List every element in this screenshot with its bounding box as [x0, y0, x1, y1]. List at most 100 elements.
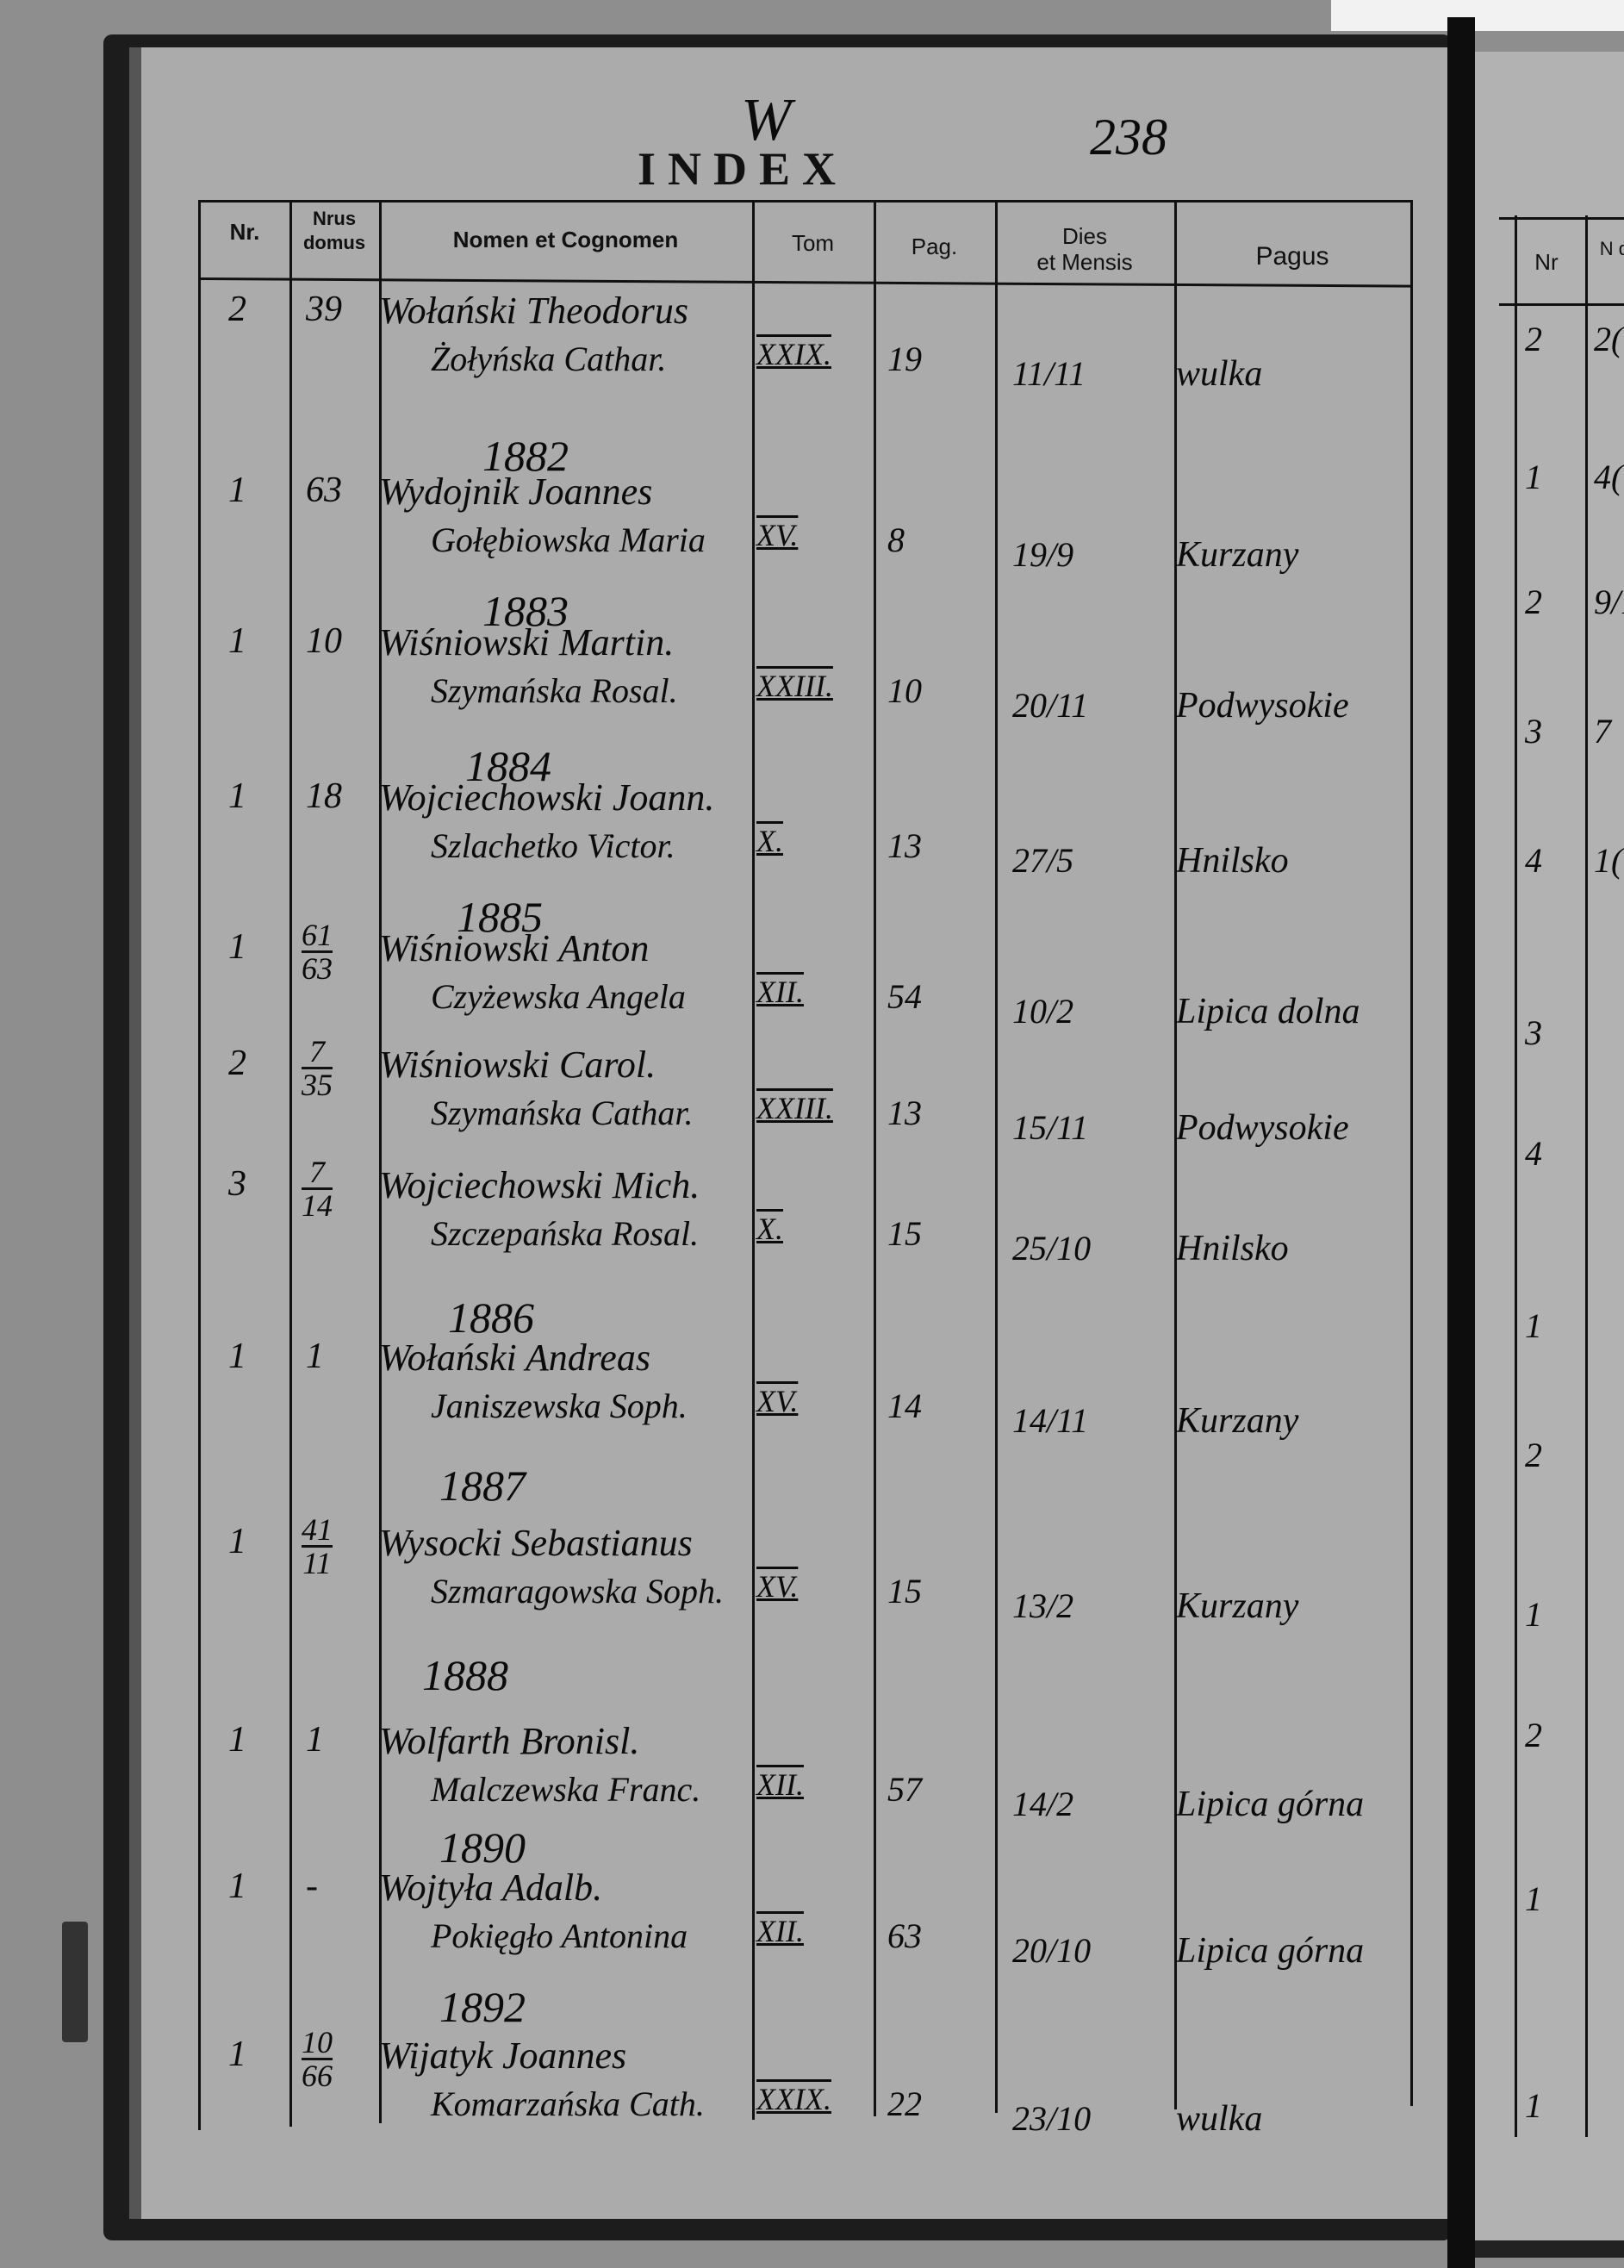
right-entry-domus: 7	[1594, 712, 1611, 751]
header-nrus: Nrus	[312, 208, 357, 229]
entry-wife-name: Janiszewska Soph.	[431, 1386, 688, 1425]
entry-pag: 10	[887, 671, 922, 710]
column-divider	[289, 200, 292, 2127]
entry-date: 15/11	[1012, 1108, 1089, 1147]
entry-pagus: Lipica górna	[1176, 1931, 1365, 1971]
header-pag: Pag.	[911, 234, 958, 259]
entry-nr: 1	[228, 621, 246, 661]
entry-domus-fraction: 61 63	[302, 919, 333, 987]
entry-domus: 63	[306, 470, 342, 510]
entry-date: 19/9	[1012, 535, 1074, 574]
entry-pagus: Lipica dolna	[1176, 992, 1360, 1031]
entry-wife-name: Pokięgło Antonina	[431, 1916, 688, 1955]
right-entry-nr: 1	[1525, 458, 1542, 496]
year-heading: 1890	[439, 1823, 526, 1872]
entry-pagus: wulka	[1176, 2099, 1263, 2139]
right-entry-nr: 2	[1525, 1436, 1542, 1474]
entry-date: 10/2	[1012, 992, 1074, 1031]
index-letter: W	[741, 87, 792, 153]
entry-domus-fraction: 7 14	[302, 1156, 333, 1224]
right-entry-nr: 4	[1525, 841, 1542, 880]
entry-nr: 1	[228, 1336, 246, 1376]
entry-pagus: Kurzany	[1176, 1586, 1299, 1626]
entry-tom: XV.	[756, 518, 799, 552]
year-heading: 1884	[465, 742, 551, 790]
entry-pag: 14	[887, 1386, 922, 1425]
entry-husband-name: Wojtyła Adalb.	[379, 1866, 603, 1909]
domus-number-alt: 35	[302, 1068, 333, 1102]
entry-tom: XXIII.	[756, 1091, 833, 1125]
right-entry-domus: 9/1	[1594, 583, 1624, 621]
domus-number-alt: 66	[302, 2059, 333, 2093]
entry-tom: XII.	[756, 1767, 804, 1802]
entry-husband-name: Wołański Theodorus	[379, 290, 688, 332]
entry-domus-fraction: 10 66	[302, 2027, 333, 2094]
year-heading: 1892	[439, 1983, 526, 2031]
entry-pag: 13	[887, 1094, 922, 1132]
domus-number: 7	[302, 1036, 333, 1069]
entry-nr: 2	[228, 1044, 246, 1083]
entry-pagus: Lipica górna	[1176, 1785, 1365, 1824]
entry-pag: 15	[887, 1214, 922, 1253]
entry-pagus: Podwysokie	[1176, 686, 1349, 726]
entry-wife-name: Szlachetko Victor.	[431, 826, 675, 865]
entry-pagus: Hnilsko	[1176, 841, 1289, 881]
entry-domus: 18	[306, 776, 342, 816]
entry-husband-name: Wiśniowski Anton	[379, 927, 650, 969]
year-heading: 1887	[439, 1461, 526, 1510]
entry-nr: 2	[228, 290, 246, 329]
right-header-nr: Nr	[1534, 249, 1559, 275]
right-entry-nr: 3	[1525, 712, 1542, 751]
year-heading: 1885	[457, 893, 543, 941]
right-header-domus: N do	[1599, 238, 1624, 259]
header-dies: Dies	[1061, 223, 1107, 249]
right-entry-nr: 2	[1525, 1716, 1542, 1754]
right-entry-nr: 1	[1525, 1306, 1542, 1345]
entry-pag: 15	[887, 1572, 922, 1611]
entry-date: 23/10	[1012, 2099, 1092, 2138]
book-gutter	[1447, 17, 1475, 2268]
entry-tom: XV.	[756, 1384, 799, 1418]
entry-date: 25/10	[1012, 1229, 1092, 1268]
entry-husband-name: Wijatyk Joannes	[379, 2034, 627, 2077]
entry-pag: 57	[887, 1770, 922, 1809]
binding-clip	[62, 1922, 88, 2042]
entry-nr: 1	[228, 1522, 246, 1561]
entry-nr: 1	[228, 2034, 246, 2074]
scan-margin	[1331, 0, 1624, 31]
right-column-divider	[1585, 215, 1588, 2137]
entry-tom: XXIX.	[756, 2082, 831, 2116]
right-header-divider	[1499, 303, 1624, 306]
right-entry-domus: 1(	[1594, 841, 1623, 880]
domus-number-alt: 11	[302, 1546, 332, 1580]
entry-domus: 1	[306, 1720, 324, 1760]
right-entry-nr: 3	[1525, 1013, 1542, 1052]
domus-number: 7	[302, 1156, 333, 1190]
domus-number-alt: 14	[302, 1188, 333, 1223]
entry-wife-name: Szmaragowska Soph.	[431, 1572, 725, 1611]
header-nr: Nr.	[229, 219, 260, 245]
right-entry-domus: 4(	[1594, 458, 1623, 496]
domus-fraction: 7 35	[302, 1036, 333, 1100]
entry-domus-fraction: 7 35	[302, 1036, 333, 1103]
column-divider	[379, 200, 382, 2123]
entry-husband-name: Wydojnik Joannes	[379, 470, 653, 513]
right-entry-nr: 1	[1525, 1879, 1542, 1918]
year-heading: 1886	[448, 1293, 534, 1342]
entry-nr: 1	[228, 1720, 246, 1760]
column-divider	[995, 200, 998, 2113]
right-table-top-border	[1499, 217, 1624, 220]
right-entry-nr: 4	[1525, 1134, 1542, 1173]
entry-domus: 1	[306, 1336, 324, 1376]
entry-domus: 10	[306, 621, 342, 661]
entry-pag: 8	[887, 520, 905, 559]
column-divider	[1174, 200, 1177, 2109]
entry-wife-name: Żołyńska Cathar.	[431, 340, 667, 378]
entry-tom: XV.	[756, 1569, 799, 1604]
page-number: 238	[1090, 109, 1167, 165]
entry-pagus: Hnilsko	[1176, 1229, 1289, 1268]
entry-nr: 1	[228, 1866, 246, 1906]
domus-fraction: 41 11	[302, 1514, 333, 1579]
right-page-fragment	[1475, 52, 1624, 2258]
entry-date: 20/11	[1012, 686, 1089, 725]
